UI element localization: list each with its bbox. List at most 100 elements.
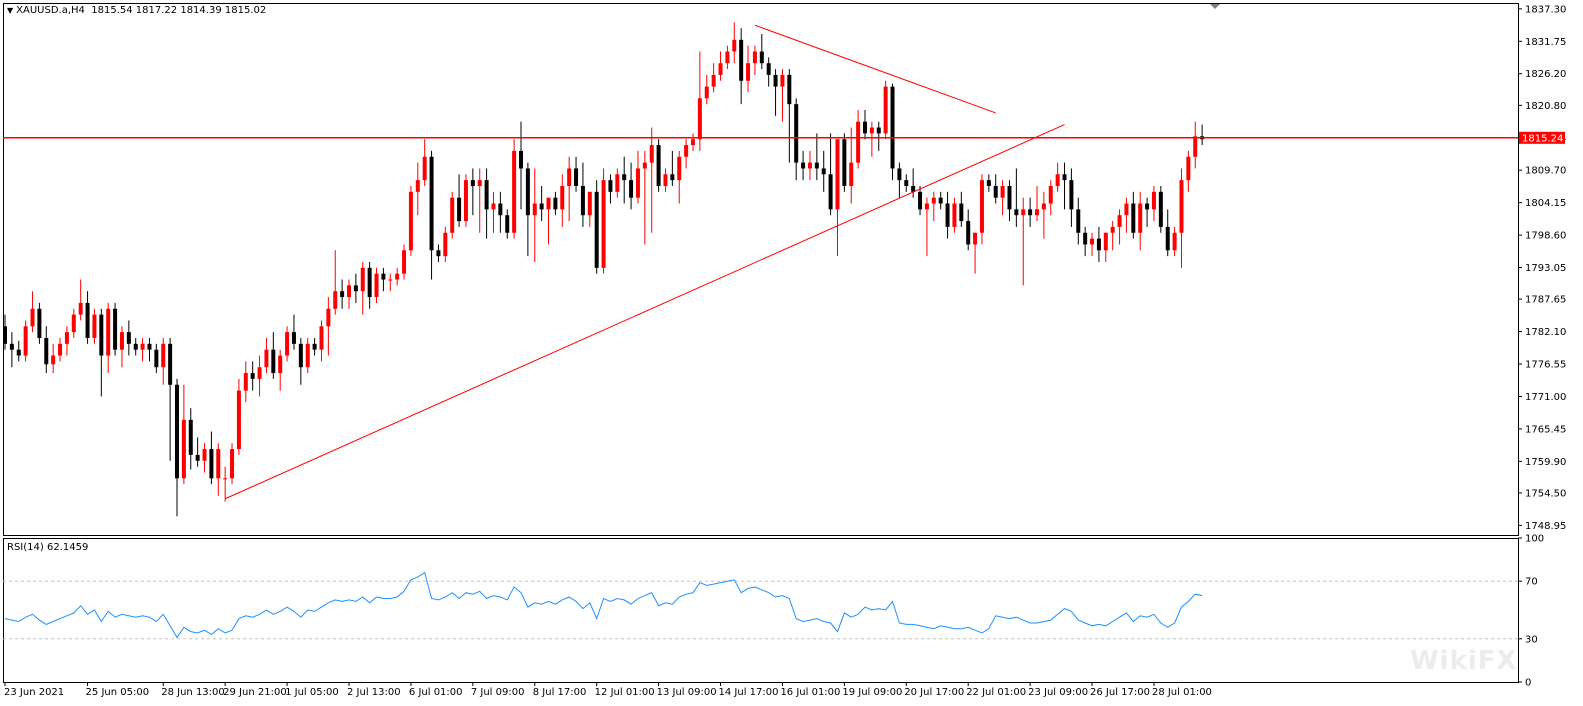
- candlestick: [291, 314, 296, 350]
- candlestick: [126, 320, 131, 356]
- candlestick: [374, 267, 379, 303]
- candle-body: [367, 267, 372, 298]
- candle-body: [429, 156, 434, 251]
- candlestick: [567, 156, 572, 222]
- rsi-header: RSI(14) 62.1459: [7, 542, 89, 553]
- candlestick: [305, 337, 310, 374]
- candlestick: [298, 337, 303, 385]
- candle-body: [71, 314, 76, 333]
- watermark-logo: WikiFX: [1410, 646, 1518, 676]
- candlestick: [505, 209, 510, 239]
- candle-body: [1007, 185, 1012, 210]
- candlestick: [1055, 162, 1060, 192]
- price-tick-label: 1765.45: [1525, 424, 1566, 435]
- candle-body: [1138, 203, 1143, 233]
- candlestick: [37, 302, 42, 344]
- candle-body: [195, 454, 200, 461]
- candlestick: [966, 209, 971, 251]
- candle-body: [656, 145, 661, 186]
- candle-body: [635, 168, 640, 198]
- candlestick: [92, 308, 97, 344]
- candlestick: [553, 191, 558, 216]
- candlestick: [725, 45, 730, 70]
- candlestick: [691, 133, 695, 151]
- candlestick: [243, 361, 248, 403]
- candle-body: [525, 168, 530, 216]
- candle-body: [780, 74, 785, 87]
- candlestick: [209, 431, 214, 485]
- candle-body: [450, 197, 455, 233]
- candlestick: [1138, 191, 1143, 251]
- candle-body: [1062, 174, 1067, 181]
- candle-body: [1090, 238, 1095, 245]
- rsi-tick-label: 30: [1525, 634, 1538, 645]
- candlestick: [615, 168, 620, 198]
- candle-body: [175, 384, 179, 479]
- candle-body: [842, 139, 847, 186]
- candlestick: [622, 156, 627, 204]
- candlestick: [23, 320, 28, 362]
- candlestick: [278, 349, 283, 391]
- candle-body: [333, 291, 338, 309]
- candlestick: [353, 273, 358, 303]
- candle-body: [766, 63, 771, 75]
- candle-body: [1110, 226, 1115, 233]
- candle-body: [1158, 191, 1163, 227]
- dropdown-triangle-icon[interactable]: ▼: [7, 6, 14, 15]
- chart-shift-marker-icon: [1210, 4, 1220, 9]
- candle-body: [553, 197, 558, 210]
- candle-body: [697, 98, 702, 140]
- candlestick: [656, 139, 661, 192]
- candle-body: [271, 349, 276, 374]
- candle-body: [979, 180, 984, 233]
- time-tick-label: 14 Jul 17:00: [719, 687, 779, 698]
- candlestick: [1151, 185, 1156, 222]
- candle-body: [216, 449, 221, 479]
- candlestick: [890, 83, 895, 181]
- candlestick: [711, 63, 716, 93]
- candlestick: [450, 191, 455, 239]
- candle-body: [787, 74, 792, 105]
- candle-body: [993, 185, 998, 198]
- candlestick: [697, 51, 702, 151]
- candlestick: [594, 180, 599, 274]
- candlestick: [140, 337, 145, 362]
- candle-body: [402, 250, 407, 274]
- candle-body: [807, 162, 812, 169]
- candlestick: [904, 174, 909, 192]
- candle-body: [457, 197, 462, 222]
- candle-body: [126, 332, 131, 344]
- candle-body: [1131, 203, 1136, 233]
- candle-body: [897, 168, 902, 181]
- price-tick-label: 1759.90: [1525, 457, 1566, 468]
- candle-body: [1000, 185, 1005, 198]
- candle-body: [794, 104, 799, 163]
- candlestick: [986, 174, 991, 192]
- candle-body: [1069, 180, 1074, 210]
- candle-body: [133, 343, 138, 350]
- candlestick: [333, 250, 338, 315]
- price-tick-label: 1798.60: [1525, 231, 1566, 242]
- candlestick: [202, 443, 207, 473]
- candlestick: [519, 121, 523, 210]
- candle-body: [470, 180, 475, 186]
- candlestick: [1186, 150, 1191, 192]
- candle-body: [230, 449, 235, 479]
- candlestick: [402, 244, 407, 280]
- candlestick: [635, 150, 640, 204]
- candle-body: [1179, 180, 1184, 233]
- candlestick: [484, 168, 489, 239]
- candle-body: [835, 139, 840, 210]
- time-tick-label: 2 Jul 13:00: [347, 687, 401, 698]
- candle-body: [484, 180, 489, 210]
- candlestick: [1117, 209, 1122, 245]
- candlestick: [133, 337, 138, 356]
- candle-body: [1048, 185, 1053, 204]
- candlestick: [677, 150, 682, 204]
- candle-body: [223, 478, 228, 480]
- candle-body: [587, 191, 592, 216]
- candle-body: [51, 355, 56, 365]
- candle-body: [443, 232, 448, 257]
- candlestick: [525, 162, 530, 257]
